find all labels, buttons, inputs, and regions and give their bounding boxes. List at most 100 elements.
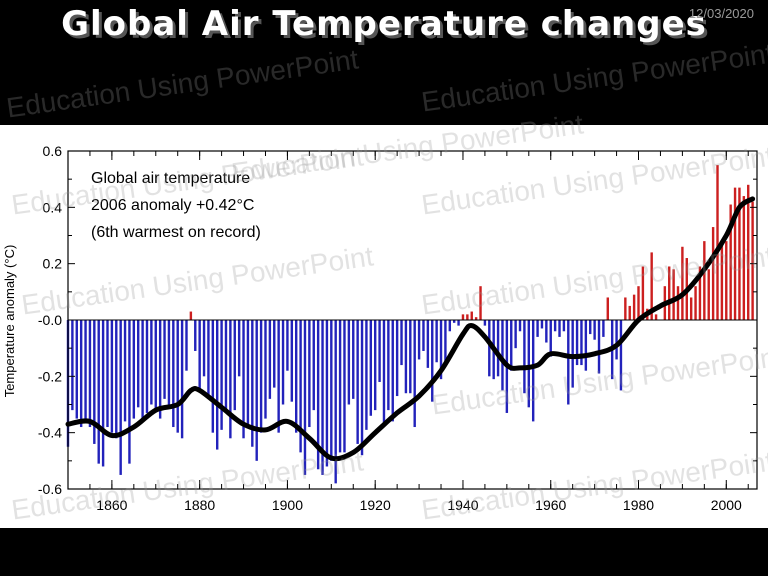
bar-2000 bbox=[725, 241, 728, 320]
bar-1912 bbox=[338, 320, 342, 453]
bar-1859 bbox=[106, 320, 109, 428]
bar-1910 bbox=[330, 320, 333, 461]
bar-1998 bbox=[716, 165, 719, 320]
bar-1957 bbox=[536, 320, 539, 337]
bar-1854 bbox=[84, 320, 87, 422]
bar-1861 bbox=[115, 320, 118, 439]
x-tick-label: 1960 bbox=[535, 497, 566, 513]
x-tick-label: 1900 bbox=[272, 497, 303, 513]
bar-1930 bbox=[417, 320, 421, 360]
bar-1891 bbox=[246, 320, 250, 428]
annual-bars bbox=[66, 165, 754, 484]
bar-1979 bbox=[632, 294, 636, 320]
bar-1857 bbox=[97, 320, 100, 464]
bar-1970 bbox=[593, 320, 596, 340]
bar-1976 bbox=[619, 320, 623, 391]
bar-1872 bbox=[163, 320, 166, 399]
bar-1906 bbox=[312, 320, 315, 411]
x-tick-label: 1980 bbox=[623, 497, 654, 513]
slide-date: 12/03/2020 bbox=[688, 6, 754, 21]
bar-1870 bbox=[154, 320, 157, 411]
y-tick-label: -0.0 bbox=[38, 312, 62, 328]
bar-1903 bbox=[299, 320, 302, 453]
bar-1941 bbox=[466, 314, 469, 320]
bar-1965 bbox=[571, 320, 574, 388]
y-tick-label: -0.4 bbox=[38, 425, 62, 441]
bar-1971 bbox=[597, 320, 601, 374]
bar-1953 bbox=[518, 320, 522, 332]
bar-1852 bbox=[75, 320, 78, 419]
bar-1913 bbox=[343, 320, 346, 453]
bar-1946 bbox=[488, 320, 491, 377]
bar-1899 bbox=[281, 320, 285, 405]
bar-1917 bbox=[360, 320, 364, 456]
bar-1907 bbox=[316, 320, 320, 470]
bar-1927 bbox=[404, 320, 408, 394]
bar-1883 bbox=[211, 320, 215, 433]
bar-1987 bbox=[668, 266, 671, 320]
bar-1894 bbox=[259, 320, 263, 433]
bar-1967 bbox=[580, 320, 583, 366]
bar-1940 bbox=[461, 314, 465, 320]
smoothed-curve bbox=[65, 196, 756, 462]
bar-1954 bbox=[523, 320, 526, 394]
bar-1923 bbox=[387, 320, 390, 411]
bar-1972 bbox=[602, 320, 605, 337]
bar-1887 bbox=[229, 320, 232, 439]
bar-1944 bbox=[479, 286, 482, 320]
y-tick-label: 0.6 bbox=[43, 143, 63, 159]
bar-1902 bbox=[295, 320, 298, 433]
bar-1984 bbox=[654, 314, 658, 320]
bar-1879 bbox=[194, 320, 197, 351]
bar-1865 bbox=[132, 320, 136, 419]
bar-1924 bbox=[391, 320, 394, 422]
bar-2004 bbox=[742, 196, 746, 320]
bar-1926 bbox=[400, 320, 403, 366]
bar-1994 bbox=[698, 266, 702, 320]
bar-1908 bbox=[321, 320, 324, 475]
bar-1981 bbox=[641, 266, 645, 320]
annotation-line-2: 2006 anomaly +0.42°C bbox=[91, 197, 254, 214]
x-axis-ticks: 1860 1880 1900 1920 1940 1960 1980 2000 bbox=[67, 151, 749, 513]
bar-1855 bbox=[88, 320, 92, 428]
bar-2003 bbox=[738, 187, 741, 320]
annotation-line-3: (6th warmest on record) bbox=[91, 224, 261, 241]
bar-1896 bbox=[268, 320, 272, 399]
bar-1943 bbox=[474, 317, 478, 320]
slide-title: Global Air Temperature changes bbox=[61, 4, 707, 44]
bar-1904 bbox=[303, 320, 307, 475]
bar-1866 bbox=[137, 320, 140, 408]
y-tick-label: -0.2 bbox=[38, 368, 62, 384]
bar-1876 bbox=[180, 320, 184, 439]
bar-1933 bbox=[431, 320, 434, 402]
watermark-top-right: Education Using PowerPoint bbox=[419, 37, 768, 118]
bar-1949 bbox=[501, 320, 504, 391]
bar-1918 bbox=[365, 320, 368, 430]
bar-1874 bbox=[172, 320, 175, 428]
bar-1959 bbox=[545, 320, 548, 343]
bar-1962 bbox=[558, 320, 561, 337]
y-tick-label: 0.2 bbox=[43, 256, 63, 272]
bar-1983 bbox=[650, 252, 653, 320]
bar-1881 bbox=[202, 320, 206, 377]
bar-1863 bbox=[123, 320, 127, 422]
bar-1945 bbox=[483, 320, 487, 326]
bar-1898 bbox=[277, 320, 280, 433]
bar-1882 bbox=[207, 320, 210, 399]
bar-1915 bbox=[352, 320, 355, 399]
bar-1905 bbox=[308, 320, 311, 428]
bar-1958 bbox=[540, 320, 544, 329]
bar-1989 bbox=[676, 286, 680, 320]
bar-1966 bbox=[575, 320, 579, 366]
temperature-anomaly-chart: 0.6 0.4 0.2 -0.0 -0.2 -0.4 -0.6 1860 1880 1900 19… bbox=[2, 143, 758, 513]
bar-1952 bbox=[514, 320, 517, 349]
bar-1875 bbox=[176, 320, 179, 433]
bar-1942 bbox=[470, 311, 473, 320]
x-tick-label: 2000 bbox=[711, 497, 742, 513]
bar-1892 bbox=[251, 320, 254, 447]
bar-1963 bbox=[562, 320, 566, 332]
y-tick-label: -0.6 bbox=[38, 481, 62, 497]
bar-1871 bbox=[158, 320, 162, 419]
bar-1893 bbox=[255, 320, 258, 461]
bar-2001 bbox=[729, 204, 732, 320]
